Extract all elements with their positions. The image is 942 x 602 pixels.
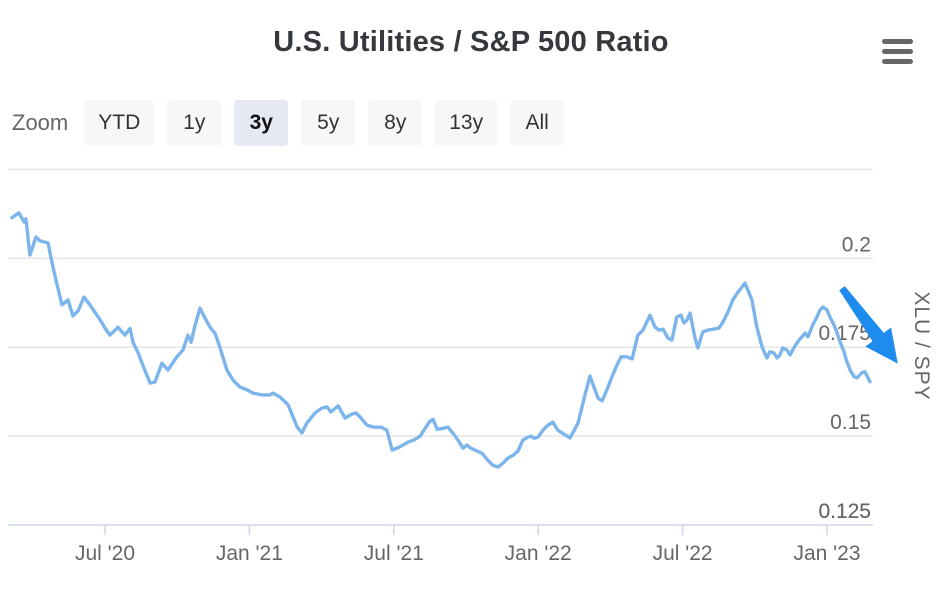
x-axis-label: Jan '21 <box>216 542 283 565</box>
y-axis-title: XLU / SPY <box>910 291 933 400</box>
chart-menu-button[interactable] <box>882 39 913 64</box>
series-line[interactable] <box>10 211 872 469</box>
chart-title: U.S. Utilities / S&P 500 Ratio <box>273 26 669 58</box>
y-axis-label: 0.125 <box>818 500 871 523</box>
range-selector-label: Zoom <box>12 110 69 135</box>
range-button-5y[interactable]: 5y <box>301 100 356 146</box>
y-axis-label: 0.2 <box>842 233 871 256</box>
range-button-ytd[interactable]: YTD <box>84 100 155 146</box>
range-button-all[interactable]: All <box>510 100 565 146</box>
range-selector: Zoom YTD 1y 3y 5y 8y 13y All <box>12 100 565 146</box>
trend-arrow-icon <box>839 286 898 364</box>
y-axis-label: 0.175 <box>818 322 871 345</box>
y-axis-label: 0.125 <box>818 500 871 523</box>
x-axis-label: Jul '22 <box>653 542 713 565</box>
x-axis-label: Jan '23 <box>793 542 860 565</box>
x-axis-label: Jul '20 <box>75 542 135 565</box>
range-button-1y[interactable]: 1y <box>167 100 222 146</box>
range-button-13y[interactable]: 13y <box>435 100 498 146</box>
range-button-8y[interactable]: 8y <box>368 100 423 146</box>
range-button-3y[interactable]: 3y <box>234 100 289 146</box>
x-axis-label: Jan '22 <box>505 542 572 565</box>
x-axis-label: Jul '21 <box>364 542 424 565</box>
y-axis-label: 0.15 <box>830 411 871 434</box>
range-selector-buttons: YTD 1y 3y 5y 8y 13y All <box>84 100 565 146</box>
